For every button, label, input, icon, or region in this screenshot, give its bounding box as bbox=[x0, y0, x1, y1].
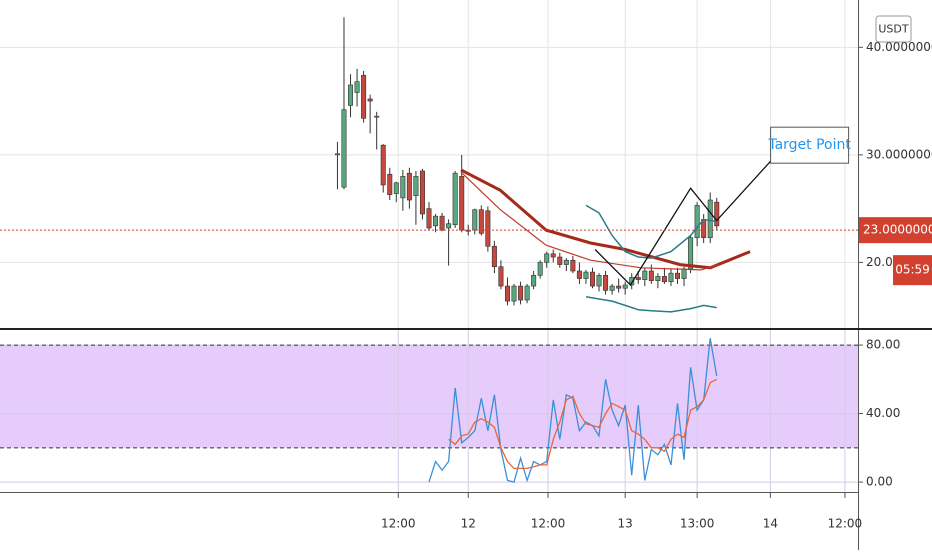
candle-body bbox=[406, 172, 412, 201]
candle-body bbox=[452, 172, 458, 226]
y-tick-label: 80.00 bbox=[866, 338, 900, 352]
candle-body bbox=[426, 208, 432, 229]
indicator-line bbox=[460, 171, 719, 271]
candle-body bbox=[446, 223, 452, 229]
candle-body bbox=[537, 262, 543, 276]
candle-body bbox=[576, 270, 582, 279]
x-tick-label: 12:00 bbox=[828, 517, 863, 531]
candle-body bbox=[714, 201, 720, 227]
candle-body bbox=[635, 277, 641, 280]
x-tick-label: 14 bbox=[763, 517, 778, 531]
indicator-line bbox=[585, 204, 717, 259]
candle-body bbox=[661, 276, 667, 283]
candle-body bbox=[439, 215, 445, 231]
last-price-box bbox=[859, 217, 932, 244]
candle-body bbox=[557, 256, 563, 265]
rsi-band bbox=[0, 345, 858, 448]
candle-body bbox=[707, 199, 713, 238]
candle-body bbox=[570, 259, 576, 272]
candle-body bbox=[544, 253, 550, 263]
x-tick-label: 12 bbox=[461, 517, 476, 531]
currency-box[interactable] bbox=[875, 15, 912, 43]
candle-body bbox=[387, 173, 393, 195]
candle-body bbox=[354, 81, 360, 93]
candle-body bbox=[518, 285, 524, 301]
candle-body bbox=[400, 176, 406, 199]
pattern-drawing bbox=[594, 132, 797, 287]
candle-body bbox=[419, 170, 425, 215]
candle-body bbox=[504, 285, 510, 302]
candle-body bbox=[524, 285, 530, 301]
candle-body bbox=[413, 176, 419, 197]
currency-label: USDT bbox=[878, 23, 909, 36]
indicator-line bbox=[460, 168, 751, 270]
countdown-label: 05:59 bbox=[895, 263, 930, 277]
candle-body bbox=[374, 115, 380, 118]
candle-body bbox=[334, 153, 340, 156]
candle-body bbox=[491, 245, 497, 268]
candle-body bbox=[433, 215, 439, 227]
candle-body bbox=[589, 271, 595, 287]
candle-body bbox=[459, 176, 465, 231]
indicator-line bbox=[585, 296, 717, 313]
candle-body bbox=[642, 270, 648, 280]
countdown-box bbox=[893, 255, 932, 286]
x-tick-label: 12:00 bbox=[381, 517, 416, 531]
candle-body bbox=[485, 210, 491, 247]
candle-body bbox=[348, 84, 354, 106]
candle-body bbox=[361, 74, 367, 119]
annotation-box bbox=[770, 126, 850, 164]
candle-body bbox=[694, 205, 700, 238]
candle-body bbox=[616, 285, 622, 289]
candle-body bbox=[622, 284, 628, 289]
candle-body bbox=[655, 276, 661, 281]
candle-body bbox=[675, 272, 681, 279]
candle-body bbox=[341, 109, 347, 188]
candle-body bbox=[688, 237, 694, 270]
candle-body bbox=[609, 285, 615, 291]
y-tick-label: 0.00 bbox=[866, 475, 893, 489]
candle-body bbox=[393, 182, 399, 194]
candle-body bbox=[681, 268, 687, 279]
candle-body bbox=[596, 275, 602, 287]
candle-body bbox=[380, 144, 386, 186]
candle-body bbox=[648, 270, 654, 281]
candle-body bbox=[668, 272, 674, 283]
candle-body bbox=[629, 277, 635, 286]
candle-body bbox=[550, 253, 556, 258]
rsi-line bbox=[448, 378, 718, 470]
x-tick-label: 12:00 bbox=[531, 517, 566, 531]
candle-body bbox=[563, 259, 569, 265]
annotation-text: Target Point bbox=[767, 137, 851, 153]
candle-body bbox=[511, 285, 517, 302]
candle-body bbox=[583, 271, 589, 279]
candle-body bbox=[531, 275, 537, 287]
candle-body bbox=[603, 275, 609, 291]
candle-body bbox=[367, 98, 373, 102]
candle-body bbox=[478, 209, 484, 234]
x-tick-label: 13:00 bbox=[680, 517, 715, 531]
x-tick-label: 13 bbox=[618, 517, 633, 531]
candle-body bbox=[472, 209, 478, 231]
candle-body bbox=[498, 266, 504, 287]
y-tick-label: 40.00 bbox=[866, 406, 900, 420]
